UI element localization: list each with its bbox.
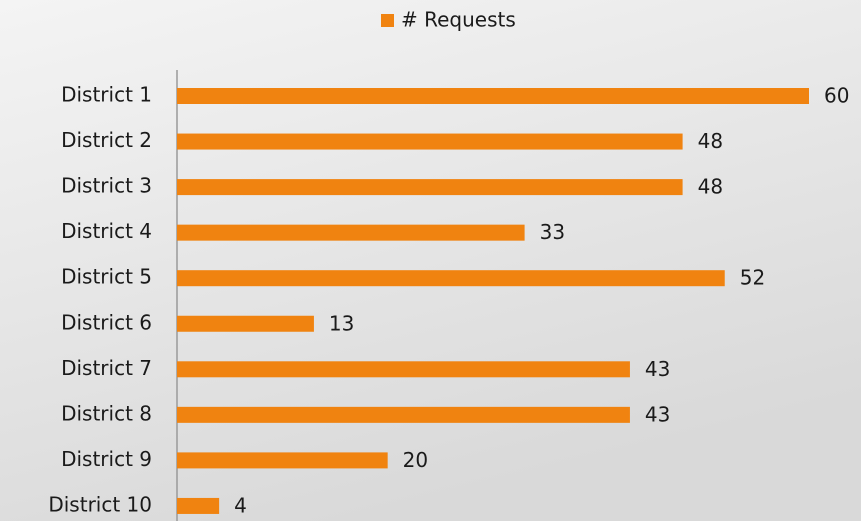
legend-label: # Requests [401, 8, 516, 32]
category-label: District 9 [61, 447, 152, 471]
category-label: District 4 [61, 219, 152, 243]
bar [177, 133, 683, 150]
category-label: District 6 [61, 310, 152, 334]
category-label: District 7 [61, 356, 152, 380]
category-label: District 5 [61, 265, 152, 289]
bar [177, 452, 388, 469]
bar [177, 315, 314, 332]
data-label: 60 [824, 84, 849, 108]
data-label: 20 [403, 448, 428, 472]
category-label: District 1 [61, 83, 152, 107]
data-label: 48 [698, 129, 723, 153]
data-label: 43 [645, 357, 670, 381]
data-label: 13 [329, 311, 354, 335]
category-label: District 3 [61, 174, 152, 198]
legend-swatch [381, 14, 394, 27]
bar [177, 88, 809, 104]
data-label: 48 [698, 175, 723, 199]
data-label: 33 [540, 220, 565, 244]
bar [177, 224, 525, 241]
bar [177, 361, 630, 378]
category-label: District 8 [61, 401, 152, 425]
data-label: 52 [740, 266, 765, 290]
bar [177, 270, 725, 287]
bar [177, 406, 630, 423]
category-label: District 2 [61, 128, 152, 152]
data-label: 43 [645, 402, 670, 426]
data-label: 4 [234, 493, 247, 517]
bar [177, 179, 683, 196]
category-label: District 10 [48, 492, 152, 516]
bar [177, 497, 220, 514]
